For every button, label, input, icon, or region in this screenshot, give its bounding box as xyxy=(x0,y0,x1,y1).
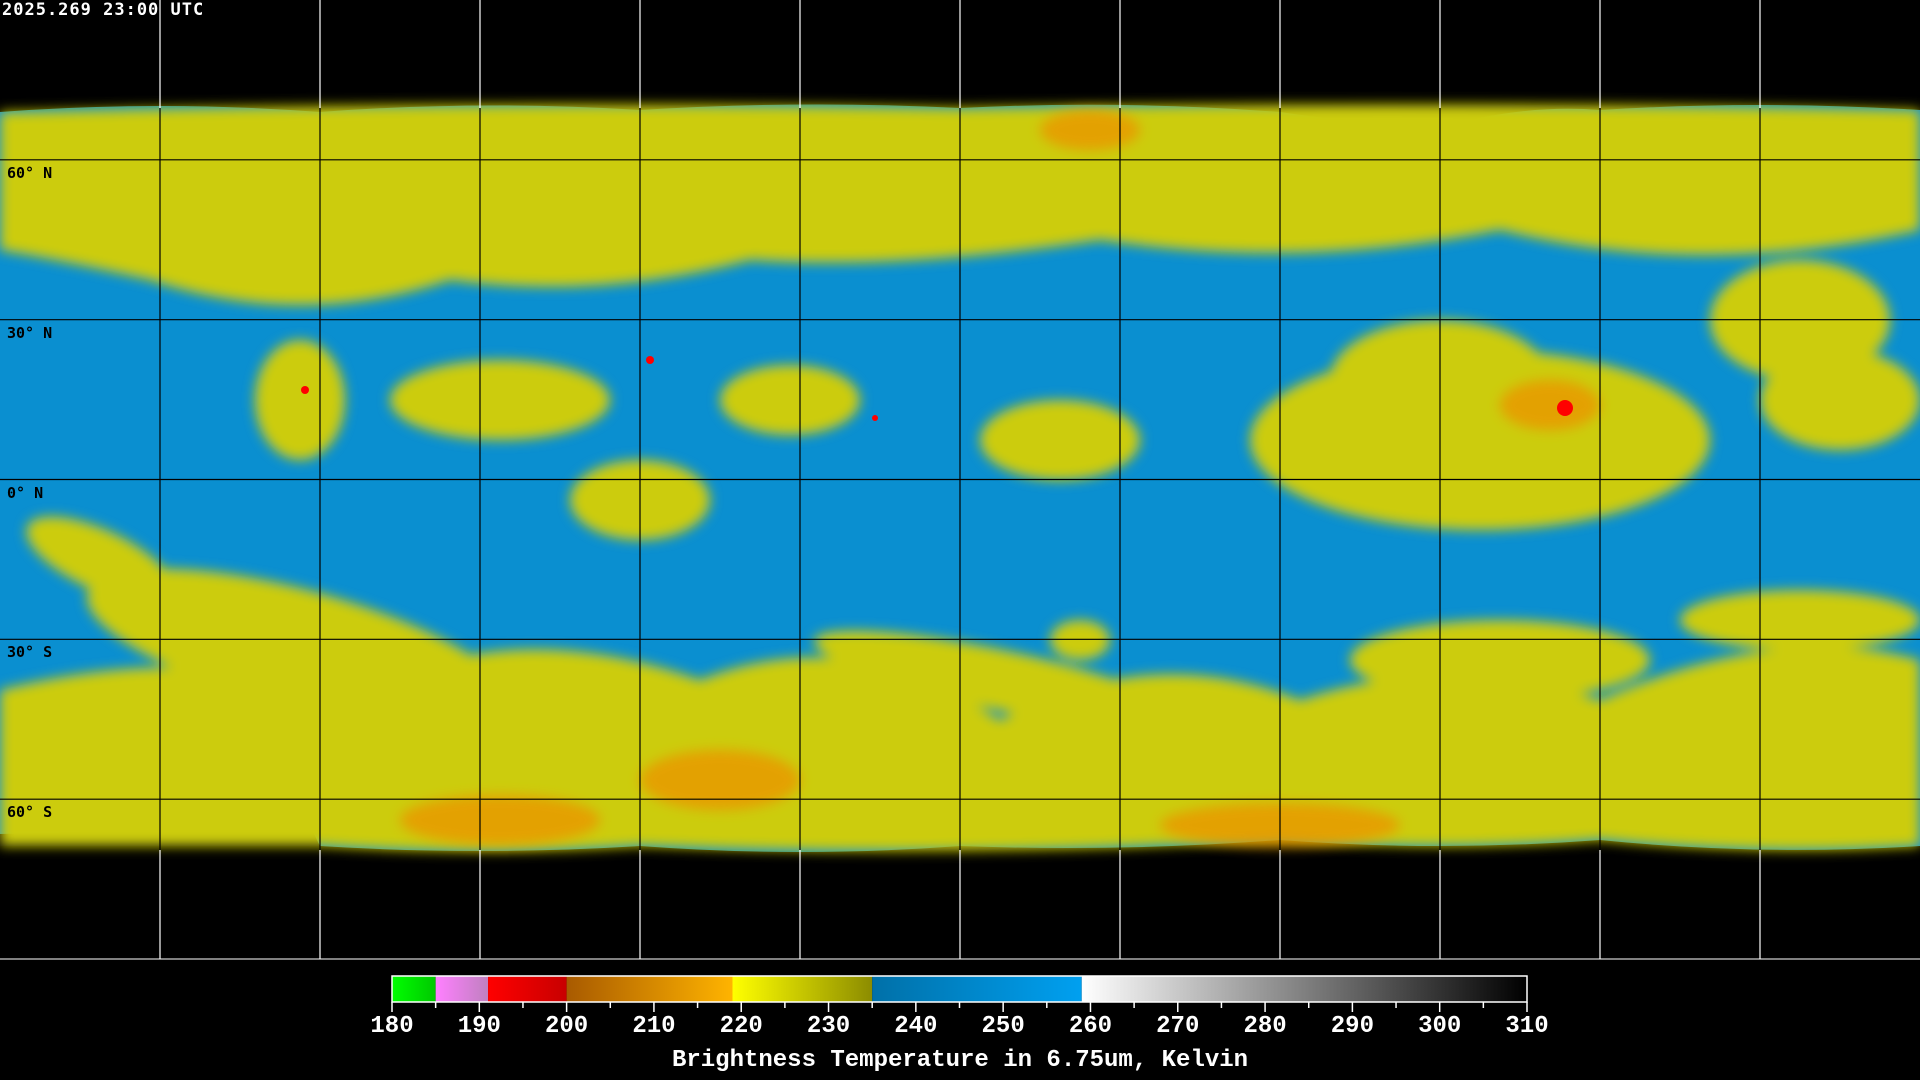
colorbar-segment xyxy=(435,976,489,1002)
colorbar-tick-label: 290 xyxy=(1330,1013,1374,1040)
colorbar-segment xyxy=(1081,976,1527,1002)
colorbar-segment xyxy=(872,976,1082,1002)
colorbar-tick-label: 210 xyxy=(632,1013,676,1040)
colorbar-tick-label: 250 xyxy=(981,1013,1025,1040)
lat-lon-grid xyxy=(0,0,1920,960)
colorbar-tick-label: 230 xyxy=(806,1013,851,1040)
lat-label: 30° N xyxy=(7,323,53,342)
colorbar-tick-label: 300 xyxy=(1418,1013,1462,1040)
lat-label: 60° N xyxy=(7,163,53,182)
timestamp-title: 2025.269 23:00 UTC xyxy=(2,0,205,20)
colorbar-tick-label: 260 xyxy=(1068,1013,1113,1040)
colorbar-tick-label: 180 xyxy=(370,1013,414,1040)
colorbar-segment xyxy=(732,976,873,1002)
colorbar-tick-label: 200 xyxy=(545,1013,589,1040)
colorbar-segment xyxy=(488,976,567,1002)
colorbar-tick-label: 270 xyxy=(1156,1013,1200,1040)
lat-label: 30° S xyxy=(7,643,53,662)
colorbar-title: Brightness Temperature in 6.75um, Kelvin xyxy=(671,1047,1249,1074)
colorbar-tick-label: 280 xyxy=(1243,1013,1287,1040)
colorbar-tick-label: 190 xyxy=(457,1013,501,1040)
colorbar-segment xyxy=(392,976,436,1002)
water-vapor-map xyxy=(0,0,1920,960)
colorbar xyxy=(391,975,1528,1012)
colorbar-segment xyxy=(566,976,733,1002)
colorbar-tick-label: 310 xyxy=(1505,1013,1549,1040)
lat-label: 60° S xyxy=(7,803,53,822)
lat-label: 0° N xyxy=(7,483,44,502)
colorbar-tick-label: 220 xyxy=(719,1013,763,1040)
colorbar-tick-label: 240 xyxy=(894,1013,938,1040)
